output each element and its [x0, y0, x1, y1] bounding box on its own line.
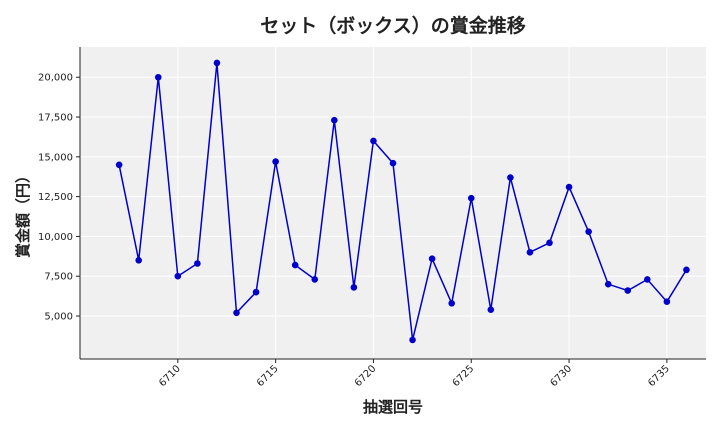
- y-tick-label: 17,500: [38, 113, 73, 124]
- data-point: [507, 174, 514, 181]
- x-tick-label: 6730: [548, 363, 574, 389]
- y-tick-label: 15,000: [38, 152, 73, 163]
- series-line: [118, 62, 688, 341]
- y-tick-label: 10,000: [38, 232, 73, 243]
- data-point: [350, 284, 358, 291]
- data-point: [428, 255, 436, 263]
- data-point: [585, 228, 592, 235]
- x-tick-label: 6735: [646, 363, 672, 389]
- x-tick-label: 6725: [451, 363, 477, 389]
- x-tick-label: 6720: [353, 363, 379, 389]
- data-point: [154, 73, 162, 81]
- data-point: [311, 276, 319, 283]
- data-point: [194, 260, 201, 267]
- data-point: [467, 194, 475, 202]
- y-tick-label: 20,000: [38, 73, 73, 84]
- data-point: [291, 261, 299, 269]
- data-point: [644, 276, 651, 283]
- data-point: [565, 183, 573, 191]
- data-point: [663, 298, 671, 305]
- data-point: [331, 116, 338, 124]
- data-point: [272, 158, 279, 165]
- data-point: [233, 309, 240, 317]
- y-tick-label: 7,500: [44, 272, 73, 283]
- data-point: [624, 287, 632, 294]
- data-point: [487, 306, 495, 313]
- y-tick-label: 12,500: [38, 192, 73, 203]
- data-point: [389, 159, 397, 167]
- plot-area: [80, 47, 706, 359]
- data-point: [213, 59, 221, 67]
- data-points: [115, 59, 690, 344]
- data-point: [370, 137, 377, 145]
- y-axis-label: 賞金額（円）: [14, 168, 32, 258]
- y-tick-label: 5,000: [44, 312, 73, 323]
- data-point: [252, 288, 260, 296]
- data-point: [115, 161, 123, 169]
- x-axis-label: 抽選回号: [363, 398, 423, 416]
- x-tick-label: 6710: [157, 363, 183, 389]
- data-point: [683, 266, 690, 274]
- data-point: [546, 239, 553, 247]
- chart-title: セット（ボックス）の賞金推移: [260, 14, 525, 37]
- grid-lines: [80, 47, 706, 359]
- data-point: [604, 280, 612, 288]
- data-point: [135, 257, 142, 264]
- data-point: [448, 299, 455, 307]
- x-tick-label: 6715: [255, 363, 281, 389]
- data-point: [526, 249, 534, 256]
- data-point: [174, 272, 182, 280]
- axes: [76, 47, 706, 363]
- data-point: [409, 336, 416, 344]
